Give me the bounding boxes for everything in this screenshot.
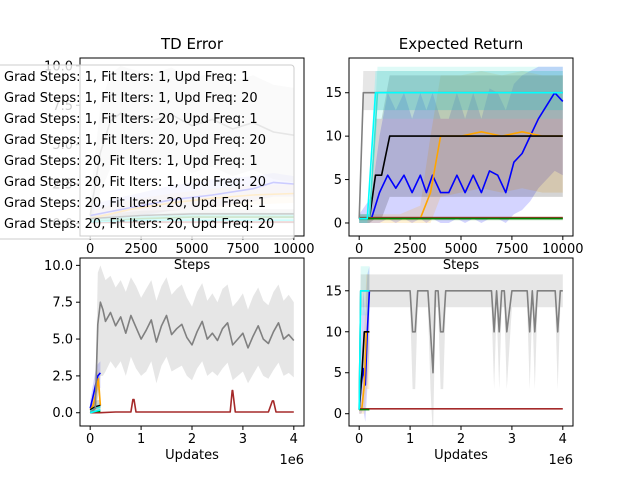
x-tick-label: 1	[406, 432, 414, 447]
subplot-3: 0 1 2 3 4 0 5 10 15 Updates 1e6	[325, 257, 574, 468]
y-tick-label: 2.5	[52, 369, 73, 384]
x-axis-label: Updates	[434, 448, 488, 463]
legend-entry-4: Grad Steps: 20, Fit Iters: 1, Upd Freq: …	[4, 154, 258, 169]
x-tick-label: 0	[86, 242, 94, 257]
series-band-6	[90, 265, 294, 413]
plot-area	[89, 265, 295, 414]
series-line-6	[89, 301, 295, 414]
legend-entry-5: Grad Steps: 20, Fit Iters: 1, Upd Freq: …	[4, 175, 266, 190]
x-tick-label: 7500	[495, 242, 528, 257]
legend-entry-1: Grad Steps: 1, Fit Iters: 1, Upd Freq: 2…	[4, 91, 258, 106]
x-tick-label: 7500	[226, 242, 259, 257]
x-tick-label: 10000	[542, 242, 583, 257]
plot-area	[358, 66, 564, 224]
legend-entry-3: Grad Steps: 1, Fit Iters: 20, Upd Freq: …	[4, 133, 266, 148]
y-tick-label: 15	[325, 86, 342, 101]
x-axis-exponent: 1e6	[548, 453, 573, 468]
y-tick-label: 10	[325, 130, 342, 145]
chart-title: TD Error	[160, 35, 224, 53]
series-band-3	[359, 66, 563, 223]
series-line-4	[90, 389, 294, 414]
series-band-1	[359, 71, 563, 223]
legend-box	[0, 64, 295, 240]
x-tick-label: 0	[355, 432, 363, 447]
subplot-2: 0 1 2 3 4 0.0 2.5 5.0 7.5 10.0 Updates 1e6	[44, 257, 305, 468]
x-tick-label: 3	[508, 432, 516, 447]
series-band-6	[359, 274, 563, 426]
x-tick-label: 5000	[175, 242, 208, 257]
series-band-2	[359, 75, 563, 224]
y-tick-label: 15	[325, 284, 342, 299]
x-axis-label: Updates	[165, 448, 219, 463]
x-tick-label: 1	[137, 432, 145, 447]
x-tick-label: 2	[188, 432, 196, 447]
x-tick-label: 4	[290, 432, 298, 447]
x-axis-exponent: 1e6	[279, 453, 304, 468]
series-line-6	[358, 289, 563, 410]
legend: Grad Steps: 1, Fit Iters: 1, Upd Freq: 1…	[0, 64, 295, 240]
x-tick-label: 3	[239, 432, 247, 447]
y-tick-label: 5	[334, 366, 342, 381]
y-tick-label: 10.0	[44, 259, 73, 274]
series-band-7	[359, 71, 563, 223]
series-band-3	[359, 266, 370, 414]
series-line-2	[359, 135, 563, 220]
x-tick-label: 10000	[273, 242, 314, 257]
chart-title: Expected Return	[399, 35, 524, 53]
y-tick-label: 0.0	[52, 406, 73, 421]
y-tick-label: 5	[334, 173, 342, 188]
x-tick-label: 0	[355, 242, 363, 257]
y-tick-label: 7.5	[52, 296, 73, 311]
x-axis-label: Steps	[443, 258, 480, 273]
x-axis-label: Steps	[174, 258, 211, 273]
series-line-7	[359, 91, 563, 220]
series-line-7	[358, 289, 370, 410]
series-line-2	[358, 330, 370, 410]
legend-entry-2: Grad Steps: 1, Fit Iters: 20, Upd Freq: …	[4, 112, 258, 127]
y-tick-label: 10	[325, 325, 342, 340]
series-line-7	[89, 409, 101, 414]
series-band-0	[359, 66, 563, 223]
legend-entry-6: Grad Steps: 20, Fit Iters: 20, Upd Freq:…	[4, 196, 266, 211]
plot-area	[358, 266, 563, 426]
y-tick-label: 0	[334, 407, 342, 422]
x-tick-label: 2	[457, 432, 465, 447]
x-tick-label: 5000	[444, 242, 477, 257]
series-line-0	[359, 91, 564, 220]
x-tick-label: 0	[86, 432, 94, 447]
y-tick-label: 0	[334, 216, 342, 231]
x-tick-label: 4	[559, 432, 567, 447]
y-tick-label: 5.0	[52, 333, 73, 348]
series-band-6	[359, 71, 563, 223]
x-tick-label: 2500	[125, 242, 158, 257]
x-tick-label: 2500	[394, 242, 427, 257]
subplot-1: 0 2500 5000 7500 10000 0 5 10 15 Expected Return S…	[325, 35, 583, 273]
legend-entry-0: Grad Steps: 1, Fit Iters: 1, Upd Freq: 1	[4, 70, 249, 85]
legend-entry-7: Grad Steps: 20, Fit Iters: 20, Upd Freq:…	[4, 217, 274, 232]
